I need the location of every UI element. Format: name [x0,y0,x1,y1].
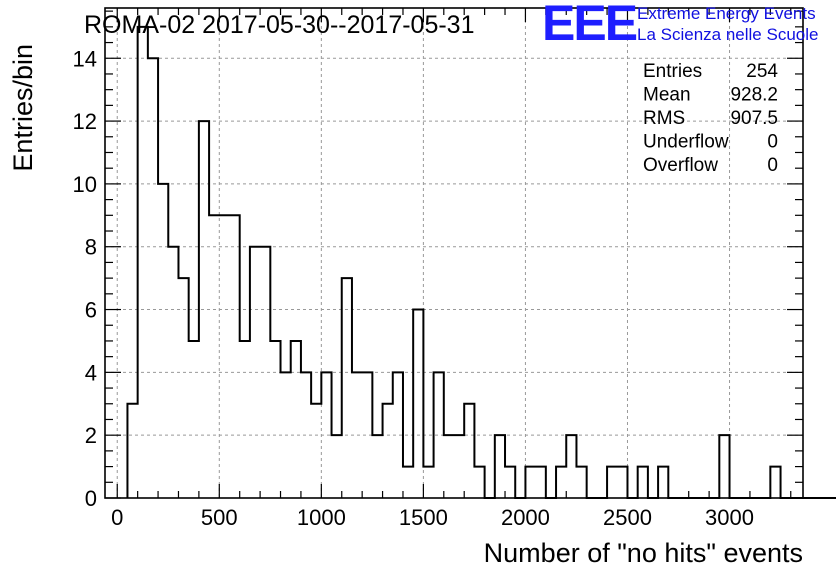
eee-logo-mark: EEE [542,0,637,51]
x-tick-label: 0 [111,505,123,530]
y-axis-label: Entries/bin [8,44,38,172]
y-tick-label: 4 [85,360,97,385]
x-tick-label: 3000 [705,505,754,530]
stats-label: Entries [643,61,702,82]
x-tick-label: 1500 [399,505,448,530]
x-tick-label: 2500 [603,505,652,530]
y-tick-label: 12 [73,109,97,134]
eee-logo-line1: Extreme Energy Events [637,4,816,23]
x-axis-label: Number of "no hits" events [484,538,803,568]
y-tick-label: 2 [85,423,97,448]
stats-label: Underflow [643,132,729,153]
y-tick-label: 10 [73,172,97,197]
y-tick-label: 0 [85,486,97,511]
stats-value: 907.5 [730,108,778,129]
y-tick-label: 6 [85,298,97,323]
x-tick-label: 1000 [297,505,346,530]
y-tick-label: 8 [85,235,97,260]
eee-logo: EEE Extreme Energy Events La Scienza nel… [542,0,818,51]
axis-tick-labels: 0 500 1000 1500 2000 2500 3000 0 2 4 6 8 10 12 14 [73,46,754,530]
stats-label: Mean [643,85,691,106]
x-tick-label: 500 [201,505,238,530]
histogram-series [126,25,836,499]
chart-title: ROMA-02 2017-05-30--2017-05-31 [84,11,475,39]
plot-frame [104,7,804,499]
stats-label: Overflow [643,155,718,176]
eee-logo-line2: La Scienza nelle Scuole [637,25,818,44]
stats-label: RMS [643,108,685,129]
y-tick-label: 14 [73,46,97,71]
x-tick-label: 2000 [501,505,550,530]
stats-value: 0 [767,132,778,153]
axis-ticks [105,8,803,499]
stats-value: 254 [746,61,778,82]
stats-value: 0 [767,155,778,176]
stats-value: 928.2 [730,85,778,106]
